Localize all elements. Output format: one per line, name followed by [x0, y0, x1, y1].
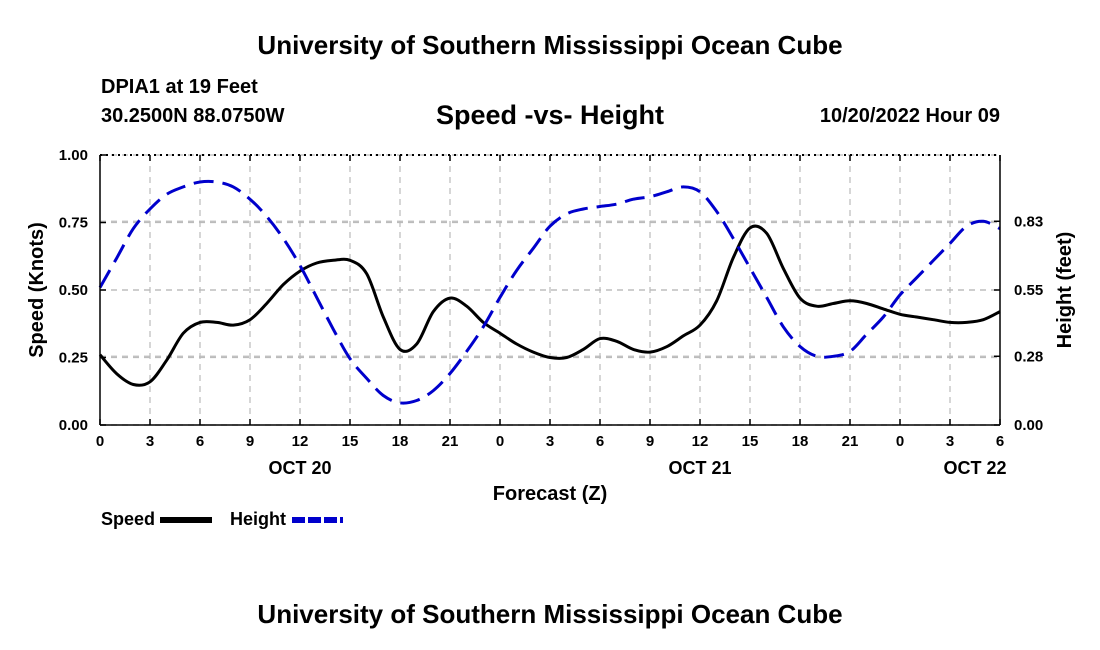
day-label: OCT 20 — [268, 458, 331, 478]
y-tick-label-right: 0.28 — [1014, 348, 1043, 365]
x-tick-label: 15 — [742, 433, 759, 450]
x-tick-label: 21 — [442, 433, 459, 450]
y-axis-title-left: Speed (Knots) — [26, 222, 48, 358]
y-tick-label-right: 0.00 — [1014, 417, 1043, 434]
legend-label-speed: Speed — [101, 509, 155, 529]
main-title: University of Southern Mississippi Ocean… — [257, 30, 843, 60]
y-tick-label-right: 0.55 — [1014, 282, 1043, 299]
y-tick-label-left: 0.75 — [59, 215, 88, 232]
x-tick-label: 18 — [392, 433, 409, 450]
x-tick-label: 0 — [896, 433, 904, 450]
x-tick-label: 3 — [946, 433, 954, 450]
y-tick-label-left: 1.00 — [59, 147, 88, 164]
x-tick-label: 6 — [996, 433, 1004, 450]
x-tick-label: 3 — [546, 433, 554, 450]
day-label: OCT 21 — [668, 458, 731, 478]
x-tick-label: 9 — [246, 433, 254, 450]
day-label: OCT 22 — [943, 458, 1006, 478]
x-tick-label: 6 — [596, 433, 604, 450]
x-tick-label: 0 — [496, 433, 504, 450]
x-tick-label: 9 — [646, 433, 654, 450]
y-tick-label-right: 0.83 — [1014, 213, 1043, 230]
coordinates-label: 30.2500N 88.0750W — [101, 105, 285, 127]
x-tick-label: 18 — [792, 433, 809, 450]
chart-subtitle: Speed -vs- Height — [435, 100, 665, 130]
x-tick-label: 12 — [692, 433, 709, 450]
x-tick-label: 15 — [342, 433, 359, 450]
series-line-speed — [98, 224, 1001, 387]
series-line-height — [98, 179, 1001, 405]
y-tick-label-left: 0.50 — [59, 282, 88, 299]
legend-label-height: Height — [230, 509, 286, 529]
y-tick-label-left: 0.00 — [59, 417, 88, 434]
axes-layer — [99, 154, 1001, 426]
x-tick-label: 6 — [196, 433, 204, 450]
station-label: DPIA1 at 19 Feet — [101, 76, 258, 98]
second-chart-title: University of Southern Mississippi Ocean… — [257, 599, 843, 629]
labels-layer: 0 3 6 9 12 15 18 21 0 3 6 9 12 15 18 21 0 3 6 OCT 20 OCT 21 O… — [26, 147, 1076, 505]
x-tick-label: 3 — [146, 433, 154, 450]
y-tick-label-left: 0.25 — [59, 350, 88, 367]
x-tick-label: 0 — [96, 433, 104, 450]
x-axis-title: Forecast (Z) — [493, 483, 607, 505]
x-tick-label: 21 — [842, 433, 859, 450]
legend-layer: Speed Height — [101, 509, 343, 529]
y-axis-title-right: Height (feet) — [1054, 232, 1076, 349]
series-layer — [98, 179, 1001, 405]
x-tick-label: 12 — [292, 433, 309, 450]
grid-layer — [100, 154, 1000, 426]
forecast-datetime: 10/20/2022 Hour 09 — [819, 105, 1000, 127]
